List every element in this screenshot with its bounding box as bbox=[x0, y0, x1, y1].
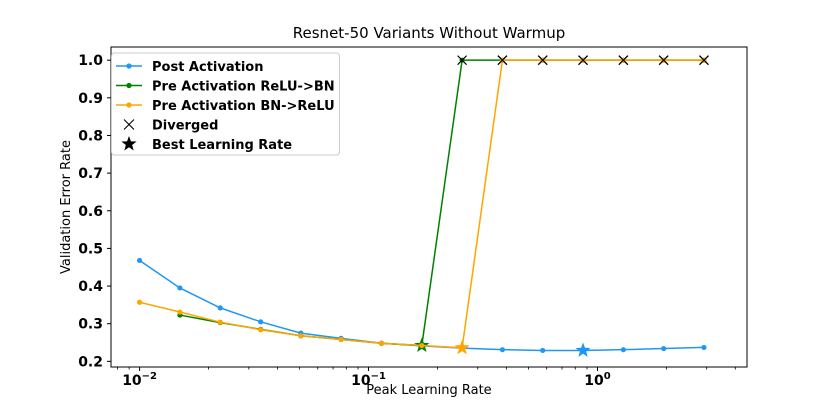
diverged-marker bbox=[578, 55, 588, 66]
data-point bbox=[298, 333, 304, 339]
data-point bbox=[177, 285, 183, 291]
legend-item: Diverged bbox=[123, 119, 218, 134]
legend-item: Post Activation bbox=[116, 60, 263, 75]
legend-point-swatch bbox=[126, 102, 132, 108]
data-point bbox=[137, 299, 143, 305]
data-point bbox=[499, 347, 506, 353]
data-point bbox=[540, 347, 546, 354]
y-tick-label: 0.4 bbox=[78, 279, 103, 295]
data-point bbox=[258, 319, 264, 325]
data-point bbox=[419, 342, 425, 349]
data-point bbox=[661, 345, 667, 352]
plot-axes: 0.2 0.3 0.4 0.5 0.6 0.7 0.8 0.9 1.0 10−2 10−1 100 bbox=[78, 46, 748, 389]
data-point bbox=[217, 305, 223, 311]
legend-label: Diverged bbox=[152, 119, 218, 134]
data-point bbox=[701, 344, 707, 351]
best-lr-star bbox=[454, 339, 470, 355]
diverged-marker bbox=[457, 55, 467, 66]
legend-star-swatch bbox=[121, 136, 137, 151]
data-point bbox=[378, 340, 385, 346]
legend-item: Pre Activation BN->ReLU bbox=[116, 99, 335, 114]
diverged-marker bbox=[618, 55, 629, 66]
diverged-marker bbox=[497, 55, 508, 66]
series-2 bbox=[137, 55, 709, 355]
y-tick-label: 0.9 bbox=[78, 91, 103, 107]
x-tick-label: 100 bbox=[584, 371, 610, 389]
y-tick-label: 0.3 bbox=[78, 317, 103, 333]
data-point bbox=[177, 309, 183, 315]
data-point bbox=[258, 327, 264, 333]
y-axis-label: Validation Error Rate bbox=[59, 140, 74, 274]
legend: Post Activation Pre Activation ReLU->BN Pr… bbox=[111, 52, 340, 156]
plot-series bbox=[137, 55, 709, 357]
legend-label: Post Activation bbox=[152, 60, 263, 75]
x-axis-label: Peak Learning Rate bbox=[366, 383, 491, 398]
legend-item: Best Learning Rate bbox=[121, 136, 292, 153]
diverged-marker bbox=[699, 55, 709, 66]
y-tick-label: 0.6 bbox=[78, 204, 103, 220]
legend-label: Pre Activation BN->ReLU bbox=[152, 99, 335, 114]
series-line bbox=[139, 259, 705, 352]
plot-frame bbox=[110, 46, 748, 368]
legend-label: Pre Activation ReLU->BN bbox=[152, 80, 335, 95]
y-tick-label: 1.0 bbox=[78, 53, 103, 69]
legend-x-swatch bbox=[123, 119, 135, 130]
data-point bbox=[217, 319, 223, 325]
diverged-marker bbox=[658, 55, 669, 66]
legend-label: Best Learning Rate bbox=[152, 138, 292, 153]
data-point bbox=[620, 347, 626, 353]
legend-box bbox=[111, 52, 340, 156]
y-tick-label: 0.8 bbox=[78, 128, 103, 144]
legend-point-swatch bbox=[126, 63, 132, 69]
best-lr-star bbox=[575, 342, 591, 357]
data-point bbox=[137, 257, 143, 264]
legend-point-swatch bbox=[126, 82, 132, 89]
y-tick-label: 0.2 bbox=[78, 354, 103, 370]
y-tick-label: 0.5 bbox=[78, 241, 103, 257]
legend-item: Pre Activation ReLU->BN bbox=[116, 80, 335, 95]
diverged-marker bbox=[537, 55, 548, 66]
x-tick-label: 10−2 bbox=[122, 371, 157, 389]
y-tick-label: 0.7 bbox=[78, 166, 103, 182]
chart-title: Resnet-50 Variants Without Warmup bbox=[293, 24, 565, 42]
data-point bbox=[338, 336, 344, 343]
x-tick-label: 10−1 bbox=[351, 371, 386, 389]
